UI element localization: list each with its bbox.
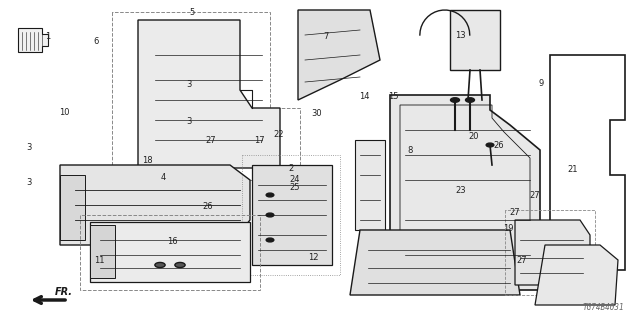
Text: 2: 2 [289,164,294,172]
Polygon shape [90,222,250,282]
Text: 3: 3 [186,117,191,126]
Circle shape [266,213,274,217]
Text: 16: 16 [168,237,178,246]
Polygon shape [90,225,115,278]
Polygon shape [60,165,250,245]
Text: 3: 3 [26,178,31,187]
Circle shape [465,98,474,102]
Text: 24: 24 [289,175,300,184]
Text: 3: 3 [26,143,31,152]
Text: 12: 12 [308,253,319,262]
Polygon shape [252,165,332,265]
Text: 9: 9 [538,79,543,88]
Text: 17: 17 [254,136,264,145]
Text: 8: 8 [407,146,412,155]
Circle shape [486,143,494,147]
Circle shape [175,262,185,268]
Text: 27: 27 [206,136,216,145]
Text: 25: 25 [289,183,300,192]
Polygon shape [350,230,520,295]
Polygon shape [390,95,540,290]
Text: TG74B4031: TG74B4031 [582,303,624,312]
Text: 13: 13 [456,31,466,40]
Circle shape [266,193,274,197]
Text: 22: 22 [273,130,284,139]
Text: 11: 11 [94,256,104,265]
Text: 7: 7 [324,32,329,41]
Text: 4: 4 [161,173,166,182]
Text: 27: 27 [529,191,540,200]
Text: 10: 10 [59,108,69,116]
Text: 19: 19 [504,224,514,233]
Text: 21: 21 [568,165,578,174]
Polygon shape [60,175,85,240]
Text: 26: 26 [203,202,213,211]
Polygon shape [450,10,500,70]
Polygon shape [515,220,590,285]
Text: FR.: FR. [55,287,73,297]
Polygon shape [535,245,618,305]
Polygon shape [355,140,385,230]
Text: 20: 20 [468,132,479,140]
Text: 15: 15 [388,92,399,100]
Text: 27: 27 [516,256,527,265]
Text: 6: 6 [93,37,99,46]
Text: 30: 30 [312,109,322,118]
Text: 14: 14 [360,92,370,100]
Text: 3: 3 [186,80,191,89]
Text: 1: 1 [45,32,51,41]
Text: 26: 26 [494,141,504,150]
Text: 18: 18 [142,156,152,164]
Polygon shape [298,10,380,100]
Circle shape [451,98,460,102]
Polygon shape [18,28,48,52]
Text: 27: 27 [510,208,520,217]
Text: 5: 5 [189,8,195,17]
Circle shape [155,262,165,268]
Circle shape [266,238,274,242]
Polygon shape [138,20,280,168]
Text: 23: 23 [456,186,466,195]
